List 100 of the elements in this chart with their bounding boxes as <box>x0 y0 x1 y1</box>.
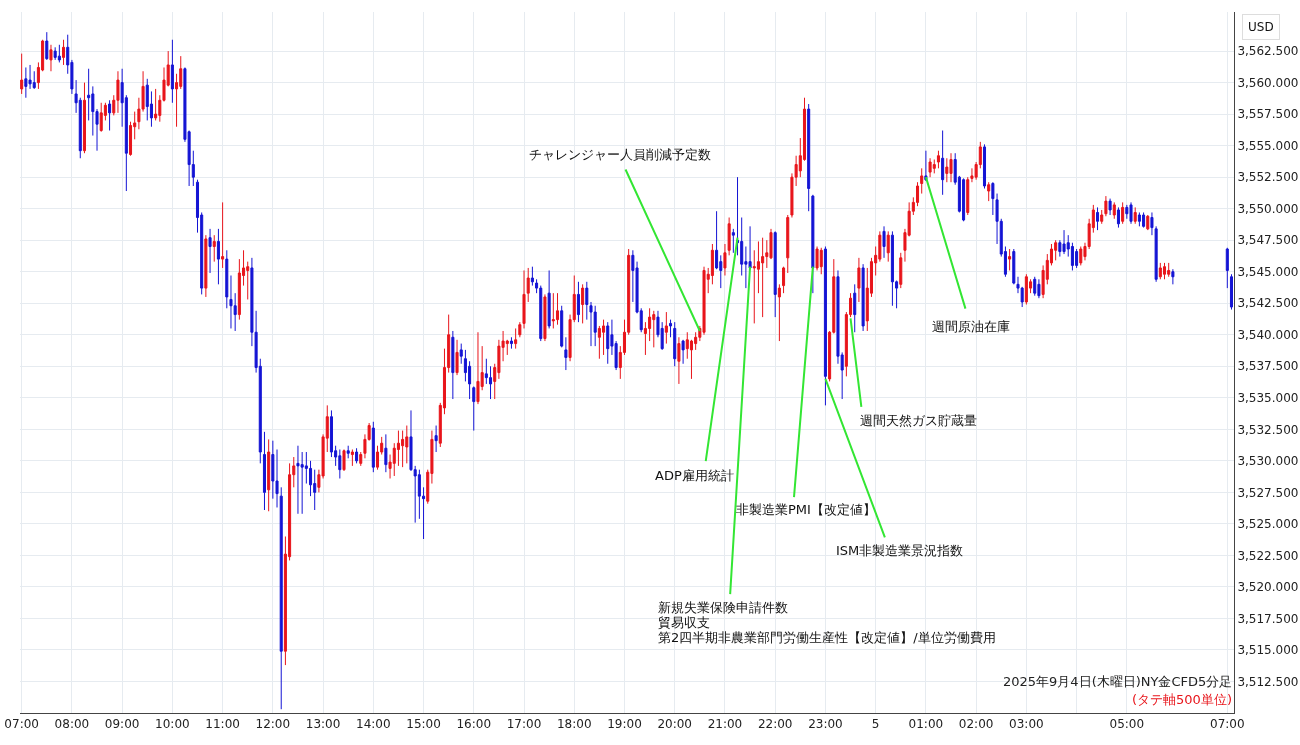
candlestick <box>1162 262 1167 280</box>
candlestick <box>526 267 530 303</box>
x-tick-label: 5 <box>871 717 880 732</box>
candlestick <box>593 305 597 347</box>
x-tick-label: 07:00 <box>1210 717 1245 732</box>
y-tick-label: 3,547.500 <box>1237 233 1299 248</box>
candlestick <box>890 230 894 307</box>
annotation: ISM非製造業景況指数 <box>836 543 964 558</box>
x-tick-label: 19:00 <box>607 717 642 732</box>
candlestick <box>669 319 673 338</box>
y-tick-label: 3,517.500 <box>1237 611 1299 626</box>
candlestick <box>99 102 103 133</box>
candlestick <box>459 343 463 365</box>
candlestick <box>564 336 568 371</box>
candlestick <box>57 44 61 63</box>
y-tick-label: 3,537.500 <box>1237 359 1299 374</box>
y-tick-label: 3,532.500 <box>1237 422 1299 437</box>
x-tick-label: 17:00 <box>506 717 542 732</box>
candlestick <box>1096 206 1100 231</box>
y-tick-label: 3,540.000 <box>1237 327 1299 342</box>
candlestick <box>664 311 668 345</box>
candlestick <box>225 249 229 309</box>
x-tick-label: 09:00 <box>104 717 140 732</box>
candlestick <box>945 157 949 183</box>
y-tick-label: 3,535.000 <box>1237 391 1299 405</box>
candlestick <box>761 237 765 318</box>
candlestick <box>949 152 953 183</box>
y-tick-label: 3,512.500 <box>1237 674 1299 689</box>
annotation: チャレンジャー人員削減予定数 <box>529 147 711 162</box>
candlestick <box>267 438 271 512</box>
candlestick <box>819 247 823 275</box>
candlestick <box>1112 201 1116 220</box>
candlestick <box>1125 204 1129 220</box>
candlestick <box>782 266 786 294</box>
candlestick <box>229 275 233 329</box>
y-tick-label: 3,527.500 <box>1237 485 1299 500</box>
candlestick <box>555 292 560 326</box>
x-tick-label: 13:00 <box>305 717 341 732</box>
annotation: 週間原油在庫 <box>932 319 1010 334</box>
candlestick <box>987 181 991 202</box>
annotation: 新規失業保険申請件数 <box>658 600 788 615</box>
candlestick <box>823 246 827 406</box>
y-tick-label: 3,545.000 <box>1237 264 1299 279</box>
candlestick <box>216 228 220 285</box>
candlestick <box>530 266 534 287</box>
x-tick-label: 23:00 <box>808 717 843 732</box>
candlestick <box>405 425 409 464</box>
candlestick <box>1129 201 1133 225</box>
x-tick-label: 02:00 <box>958 717 994 732</box>
candlestick <box>262 431 266 511</box>
candlestick <box>82 82 86 154</box>
candlestick <box>338 448 342 479</box>
x-tick-label: 20:00 <box>657 717 693 732</box>
x-tick-label: 11:00 <box>205 717 240 732</box>
candlestick <box>514 327 518 350</box>
candlestick <box>853 283 857 333</box>
candlestick <box>1100 209 1104 225</box>
candlestick <box>932 159 936 174</box>
candlestick <box>350 448 354 467</box>
annotation: 2025年9月4日(木曜日)NY金CFD5分足 <box>1003 674 1233 689</box>
candlestick <box>857 257 861 303</box>
candlestick <box>886 230 890 263</box>
candlestick <box>472 385 476 432</box>
y-tick-label: 3,552.500 <box>1237 170 1299 185</box>
candlestick <box>455 339 459 376</box>
candlestick <box>1033 276 1037 297</box>
candlestick <box>1008 248 1012 271</box>
candlestick <box>401 430 405 468</box>
candlestick <box>606 321 610 365</box>
y-tick-label: 3,525.000 <box>1237 517 1299 532</box>
x-tick-label: 05:00 <box>1109 717 1145 732</box>
candlestick <box>24 66 28 99</box>
candlestick <box>451 330 455 400</box>
y-tick-label: 3,557.500 <box>1237 107 1299 122</box>
candlestick <box>815 246 819 271</box>
candlestick <box>20 53 24 95</box>
candlestick <box>53 46 57 61</box>
y-tick-label: 3,542.500 <box>1237 296 1299 311</box>
candlestick <box>208 228 212 274</box>
y-tick-label: 3,515.000 <box>1237 643 1299 658</box>
candlestick <box>1158 262 1162 280</box>
candlestick <box>920 167 924 195</box>
candlestick <box>677 336 681 385</box>
candlestick <box>811 194 815 294</box>
candlestick <box>371 421 375 473</box>
annotation: (タテ軸500単位) <box>1132 692 1232 707</box>
candlestick <box>551 292 555 329</box>
candlestick <box>62 39 66 66</box>
x-tick-label: 16:00 <box>456 717 492 732</box>
candlestick <box>928 157 932 178</box>
candlestick <box>1037 278 1041 299</box>
y-tick-label: 3,560.000 <box>1237 75 1299 90</box>
candlestick <box>221 201 225 269</box>
candlestick <box>1079 246 1083 266</box>
y-tick-label: 3,550.000 <box>1237 201 1299 216</box>
candlestick <box>1142 211 1146 229</box>
candlestick <box>355 447 359 464</box>
candlestick <box>936 150 940 169</box>
candlestick <box>170 39 174 104</box>
candlestick <box>1167 262 1171 278</box>
